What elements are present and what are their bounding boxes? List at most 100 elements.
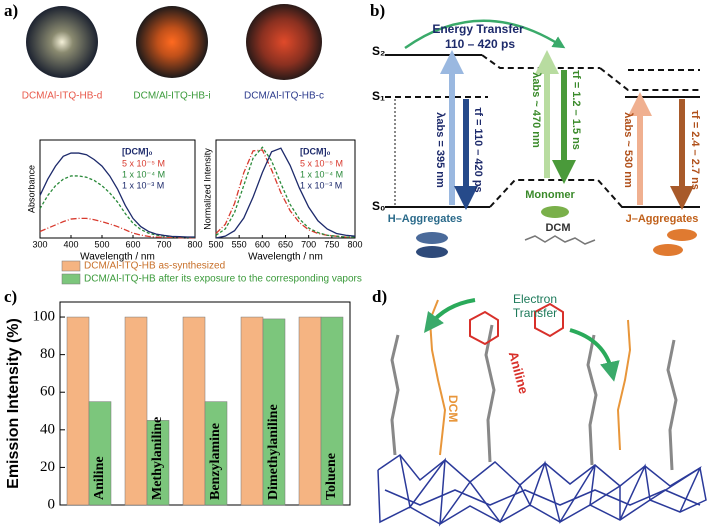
species-label: Monomer bbox=[525, 189, 575, 201]
aggregate bbox=[416, 246, 448, 258]
x-axis-label: Wavelength / nm bbox=[248, 252, 323, 263]
aniline bbox=[469, 310, 499, 346]
level-label: S₀ bbox=[372, 199, 385, 213]
chain bbox=[666, 339, 678, 471]
category-label: Benzylamine bbox=[208, 423, 223, 500]
photo-label: DCM/Al-ITQ-HB-c bbox=[244, 91, 324, 102]
x-axis-label: Wavelength / nm bbox=[80, 252, 155, 263]
transfer-arrow bbox=[569, 328, 620, 382]
chain bbox=[586, 334, 598, 466]
mechanism bbox=[377, 298, 707, 527]
legend-label: 1 x 10⁻³ M bbox=[300, 180, 342, 190]
bar bbox=[124, 316, 148, 506]
bar bbox=[262, 318, 286, 506]
y-axis-label: Absorbance bbox=[26, 165, 36, 213]
x-tick-label: 750 bbox=[324, 239, 339, 249]
panel-label: c) bbox=[4, 287, 17, 306]
line bbox=[39, 152, 195, 238]
chain bbox=[484, 324, 496, 463]
line bbox=[215, 149, 355, 238]
energy-diagram bbox=[385, 19, 700, 258]
arrow-label: τf = 2.4 – 2.7 ns bbox=[689, 110, 701, 190]
y-tick-label: 100 bbox=[33, 308, 56, 324]
line bbox=[39, 175, 195, 238]
transfer-label: Transfer bbox=[513, 306, 557, 320]
molecule bbox=[524, 235, 596, 245]
x-tick-label: 800 bbox=[347, 239, 362, 249]
monomer bbox=[541, 206, 569, 218]
level bbox=[599, 67, 700, 91]
bar bbox=[240, 316, 264, 506]
legend-label: DCM/Al-ITQ-HB as-synthesized bbox=[84, 261, 225, 272]
legend-label: 5 x 10⁻⁵ M bbox=[122, 158, 165, 168]
panel-label: a) bbox=[4, 1, 18, 20]
molecule-label: DCM bbox=[446, 395, 460, 422]
bar bbox=[298, 316, 322, 506]
aggregate bbox=[653, 244, 683, 256]
x-tick-label: 700 bbox=[301, 239, 316, 249]
plot-frame bbox=[39, 139, 196, 239]
bar bbox=[204, 401, 228, 506]
level bbox=[489, 179, 700, 208]
arrow-label: λabs ~ 470 nm bbox=[530, 72, 542, 148]
species-label: J–Aggregates bbox=[626, 213, 699, 225]
x-tick-label: 550 bbox=[232, 239, 247, 249]
photo-label: DCM/Al-ITQ-HB-i bbox=[133, 91, 210, 102]
photo-label: DCM/Al-ITQ-HB-d bbox=[22, 91, 103, 102]
x-tick-label: 700 bbox=[156, 239, 171, 249]
panel-label: d) bbox=[372, 287, 387, 306]
y-tick-label: 20 bbox=[40, 459, 55, 475]
legend-title: [DCM]₀ bbox=[300, 146, 331, 156]
photo bbox=[246, 4, 322, 80]
dcm bbox=[616, 319, 632, 451]
level-label: S₁ bbox=[372, 89, 385, 103]
bar bbox=[182, 316, 206, 506]
legend-swatch bbox=[61, 260, 81, 272]
y-axis-label: Normalized Intensity bbox=[202, 148, 212, 230]
legend-title: [DCM]₀ bbox=[122, 146, 153, 156]
line bbox=[39, 217, 195, 239]
photo bbox=[26, 6, 98, 78]
species-label: H–Aggregates bbox=[388, 213, 463, 225]
y-tick-label: 60 bbox=[40, 384, 55, 400]
y-tick-label: 80 bbox=[40, 346, 55, 362]
panel-label: b) bbox=[370, 1, 385, 20]
arrow-label: τf = 110 – 420 ps bbox=[472, 107, 484, 192]
category-label: Aniline bbox=[92, 456, 107, 500]
arrow-label: λabs ~ 530 nm bbox=[622, 112, 634, 188]
category-label: Toluene bbox=[324, 453, 339, 500]
aniline bbox=[534, 302, 564, 338]
arrow-label: λabs = 395 nm bbox=[434, 112, 446, 188]
photos bbox=[26, 4, 322, 80]
legend-label: 1 x 10⁻⁴ M bbox=[122, 169, 165, 179]
transfer-arrow bbox=[404, 19, 566, 50]
y-tick-label: 40 bbox=[40, 421, 55, 437]
x-tick-label: 400 bbox=[63, 239, 78, 249]
y-axis-label: Emission Intensity (%) bbox=[5, 318, 22, 489]
framework bbox=[384, 489, 701, 506]
bar bbox=[146, 420, 170, 506]
aggregate bbox=[667, 229, 697, 241]
legend-label: 1 x 10⁻⁴ M bbox=[300, 169, 343, 179]
x-tick-label: 600 bbox=[255, 239, 270, 249]
framework bbox=[377, 453, 707, 525]
photo bbox=[136, 6, 208, 78]
x-tick-label: 650 bbox=[278, 239, 293, 249]
x-tick-label: 500 bbox=[208, 239, 223, 249]
bar bbox=[320, 316, 344, 506]
level bbox=[481, 54, 600, 69]
transfer-label: Energy Transfer bbox=[432, 22, 524, 36]
x-tick-label: 600 bbox=[125, 239, 140, 249]
legend-label: 5 x 10⁻⁵ M bbox=[300, 158, 343, 168]
level-label: S₂ bbox=[372, 44, 385, 58]
chain bbox=[390, 334, 400, 456]
legend-swatch bbox=[61, 273, 81, 285]
x-tick-label: 500 bbox=[94, 239, 109, 249]
y-tick-label: 0 bbox=[48, 496, 56, 512]
arrow-label: τf = 1.2 – 1.5 ns bbox=[570, 70, 582, 150]
x-tick-label: 300 bbox=[32, 239, 47, 249]
legend-label: DCM/Al-ITQ-HB after its exposure to the … bbox=[84, 274, 362, 285]
legend-label: 1 x 10⁻³ M bbox=[122, 180, 164, 190]
bar bbox=[66, 316, 90, 506]
panel-labels: a) b) c) d) bbox=[4, 1, 387, 306]
